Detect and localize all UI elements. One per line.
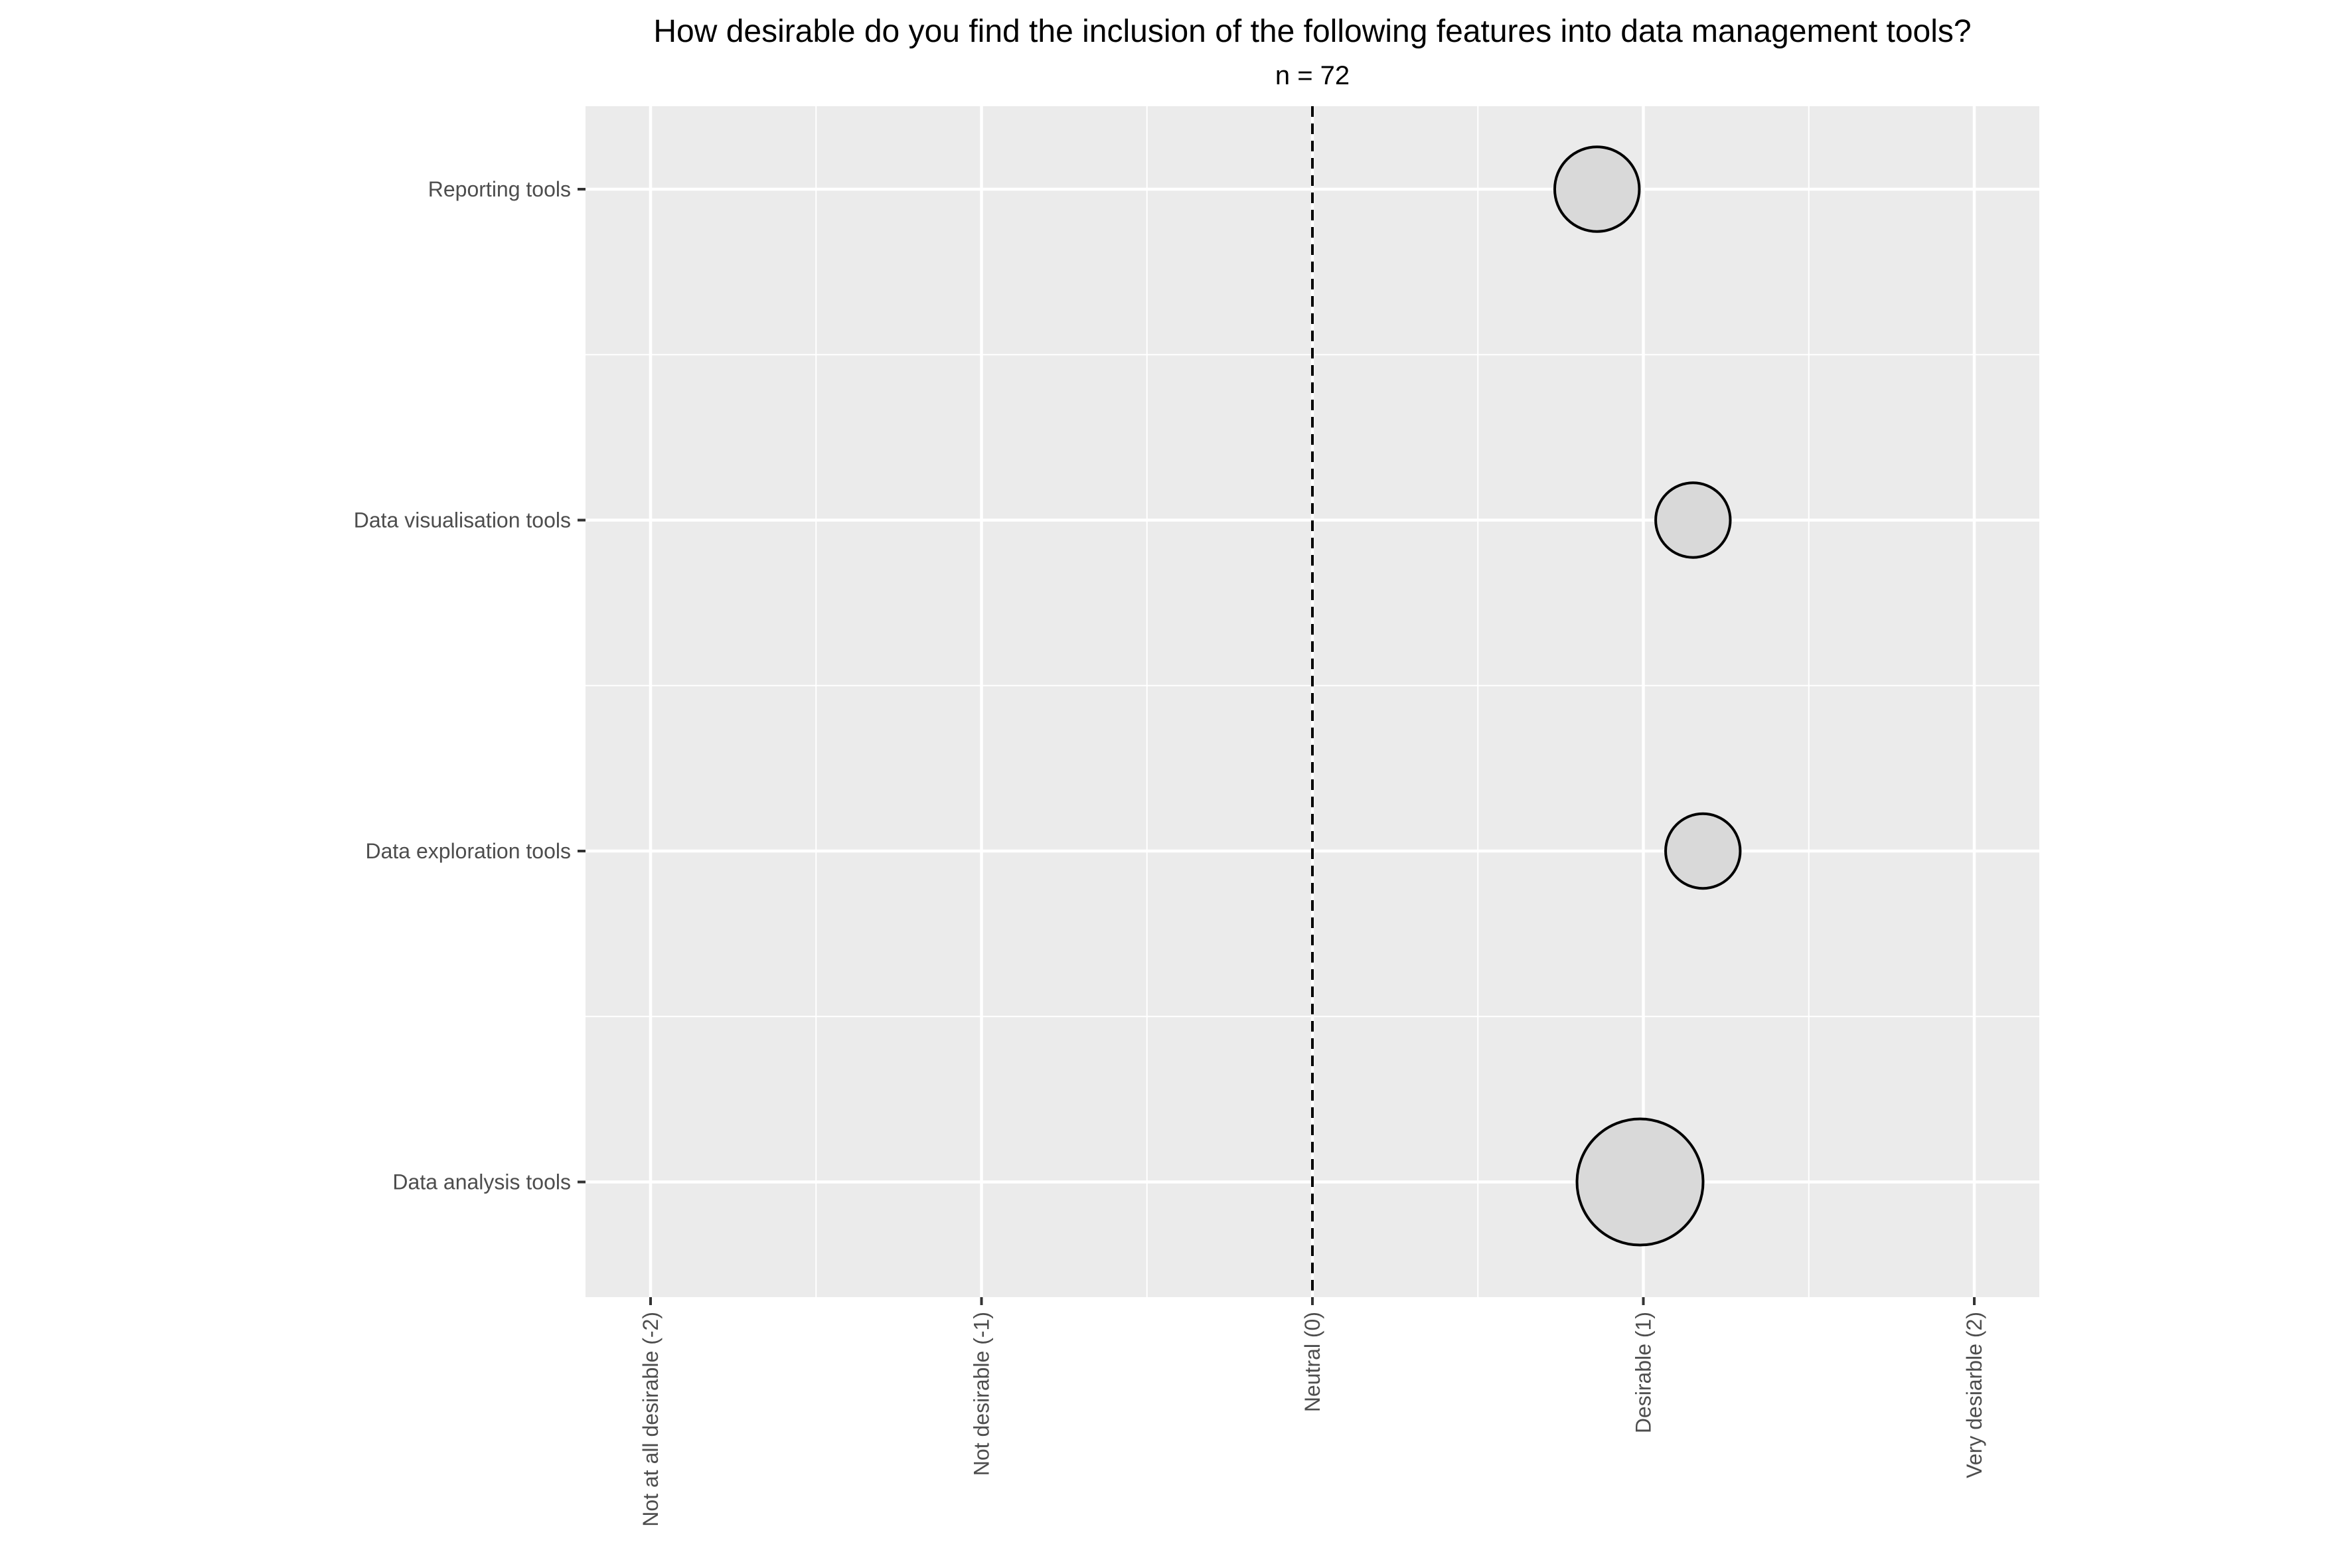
- x-tick-label: Not desirable (-1): [970, 1312, 994, 1476]
- x-tick-label: Very desiarble (2): [1962, 1312, 1986, 1478]
- x-tick-label: Neutral (0): [1300, 1312, 1324, 1412]
- data-point: [1664, 812, 1742, 890]
- y-tick-label: Data analysis tools: [392, 1170, 571, 1194]
- data-point: [1654, 481, 1732, 559]
- x-axis: Not at all desirable (-2) Not desirable (…: [639, 1297, 1986, 1527]
- points: [1553, 145, 1742, 1247]
- x-tick-label: Desirable (1): [1632, 1312, 1656, 1433]
- chart-title: How desirable do you find the inclusion …: [653, 14, 1971, 49]
- y-tick-label: Data exploration tools: [365, 839, 571, 863]
- x-tick-label: Not at all desirable (-2): [639, 1312, 663, 1527]
- y-tick-label: Data visualisation tools: [354, 509, 571, 532]
- data-point: [1575, 1117, 1705, 1247]
- chart-subtitle: n = 72: [1275, 61, 1350, 90]
- y-axis: Reporting tools Data visualisation tools D…: [354, 177, 586, 1194]
- data-point: [1553, 145, 1641, 233]
- y-tick-label: Reporting tools: [428, 177, 571, 201]
